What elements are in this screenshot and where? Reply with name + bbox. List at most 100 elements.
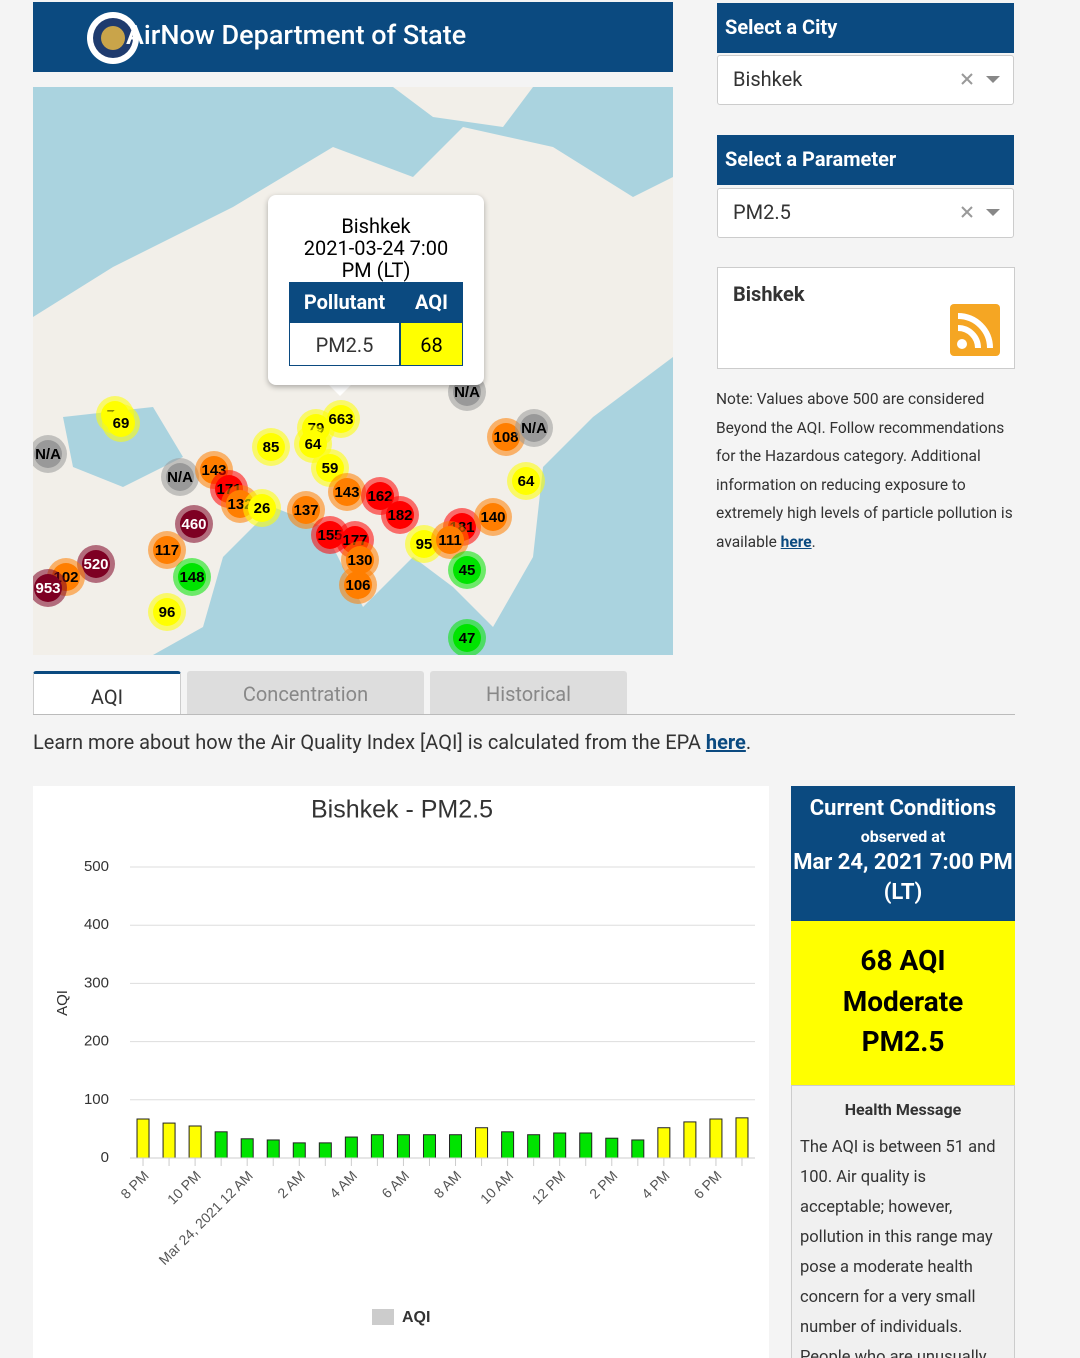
legend-label: AQI (402, 1309, 430, 1326)
marker-label: 460 (181, 516, 206, 533)
select-icons (961, 73, 1000, 85)
marker-label: 663 (328, 411, 353, 428)
popup-pointer (329, 385, 351, 396)
feed-panel: Bishkek (717, 267, 1015, 369)
y-tick-label: 0 (101, 1149, 109, 1166)
marker-label: 162 (367, 488, 392, 505)
chart: Bishkek - PM2.5 AQI 0 100 200 300 400 500 8 PM… (33, 786, 769, 1358)
x-tick-label: 8 PM (117, 1167, 151, 1201)
marker-label: 95 (416, 536, 433, 553)
rss-icon[interactable] (950, 304, 1000, 356)
bar (501, 1131, 515, 1159)
y-tick-label: 400 (84, 916, 109, 933)
map-layer: 7769N/A857966364N/A108N/AN/A143591431621… (33, 87, 673, 655)
bar (318, 1142, 332, 1159)
parameter-select[interactable]: PM2.5 (717, 188, 1014, 238)
y-tick-label: 300 (84, 974, 109, 991)
marker-label: 137 (293, 502, 318, 519)
y-tick-label: 500 (84, 858, 109, 875)
map-marker-core (34, 574, 62, 602)
map-marker-core (453, 556, 481, 584)
map-marker-core (410, 530, 438, 558)
bar (162, 1122, 176, 1159)
cc-aqi: 68 AQI Moderate PM2.5 (791, 921, 1015, 1085)
map[interactable]: 7769N/A857966364N/A108N/AN/A143591431621… (33, 87, 673, 655)
learn-link[interactable]: here (705, 730, 746, 754)
x-tick-label: 4 AM (326, 1167, 360, 1201)
map-marker-core (82, 550, 110, 578)
tab[interactable]: AQI (33, 671, 181, 714)
popup-header: AQI (400, 282, 463, 322)
marker-label: 64 (518, 473, 535, 490)
marker-label: 117 (155, 542, 179, 559)
y-axis-label: AQI (54, 990, 71, 1016)
map-marker-core (257, 433, 285, 461)
popup-cell: PM2.5 (289, 322, 400, 366)
marker-label: 520 (83, 556, 108, 573)
bar (683, 1121, 697, 1159)
map-marker-core (453, 378, 481, 406)
x-tick-label: 10 AM (477, 1167, 516, 1206)
note-link[interactable]: here (780, 532, 812, 551)
bar (475, 1127, 489, 1159)
marker-label: 148 (179, 569, 204, 586)
cc-header: Current Conditions observed at Mar 24, 2… (791, 786, 1015, 921)
marker-label: 26 (254, 500, 271, 517)
x-tick-label: 4 PM (638, 1167, 672, 1201)
map-marker-core (34, 440, 62, 468)
bar (605, 1137, 619, 1159)
note-end: . (811, 532, 816, 551)
bar (266, 1139, 280, 1159)
tab-rule (33, 714, 1015, 715)
map-marker-core (344, 571, 372, 599)
x-tick-label: 2 AM (274, 1167, 308, 1201)
map-marker-core (436, 526, 464, 554)
marker-label: N/A (167, 469, 193, 486)
bar (188, 1125, 202, 1159)
marker-label: 64 (305, 436, 322, 453)
bar (396, 1134, 410, 1159)
marker-label: N/A (35, 446, 61, 463)
tab[interactable]: Concentration (187, 671, 424, 714)
current-conditions: Current Conditions observed at Mar 24, 2… (791, 786, 1015, 1358)
marker-label: 59 (322, 460, 339, 477)
cc-observed: observed at (860, 827, 946, 846)
x-tick-label: Mar 24, 2021 12 AM (155, 1167, 255, 1267)
map-marker-core (180, 510, 208, 538)
bar (449, 1134, 463, 1159)
y-tick-label: 200 (84, 1033, 109, 1050)
map-marker-core (327, 405, 355, 433)
tab[interactable]: Historical (430, 671, 627, 714)
map-marker-core (107, 409, 135, 437)
marker-label: N/A (521, 420, 547, 437)
cc-aqi-value: 68 AQI (860, 944, 946, 977)
bar (240, 1138, 254, 1159)
map-popup: Bishkek 2021-03-24 7:00 PM (LT) Pollutan… (268, 195, 484, 385)
marker-label: 111 (438, 532, 461, 549)
seal (87, 12, 139, 64)
select-value: Bishkek (733, 67, 803, 91)
x-tick-label: 2 PM (586, 1167, 620, 1201)
popup-header: Pollutant (289, 282, 400, 322)
bar (344, 1136, 358, 1159)
bar (527, 1134, 541, 1159)
bar (735, 1117, 749, 1159)
health-title: Health Message (844, 1100, 962, 1119)
map-marker-core (153, 598, 181, 626)
cc-health: Health Message The AQI is between 51 and… (791, 1085, 1015, 1358)
map-marker-core (248, 494, 276, 522)
note-text: Note: Values above 500 are considered Be… (716, 390, 1013, 551)
select-icons (961, 206, 1000, 218)
cc-parameter: PM2.5 (861, 1025, 945, 1058)
marker-label: 106 (345, 577, 370, 594)
marker-label: 45 (459, 562, 476, 579)
bar (214, 1131, 228, 1159)
x-tick-label: 12 PM (528, 1167, 568, 1207)
city-select[interactable]: Bishkek (717, 55, 1014, 105)
marker-label: 953 (35, 580, 60, 597)
map-marker-core (512, 467, 540, 495)
marker-label: 69 (113, 415, 130, 432)
select-label: Select a Parameter (717, 135, 1014, 185)
note: Note: Values above 500 are considered Be… (716, 385, 1016, 556)
